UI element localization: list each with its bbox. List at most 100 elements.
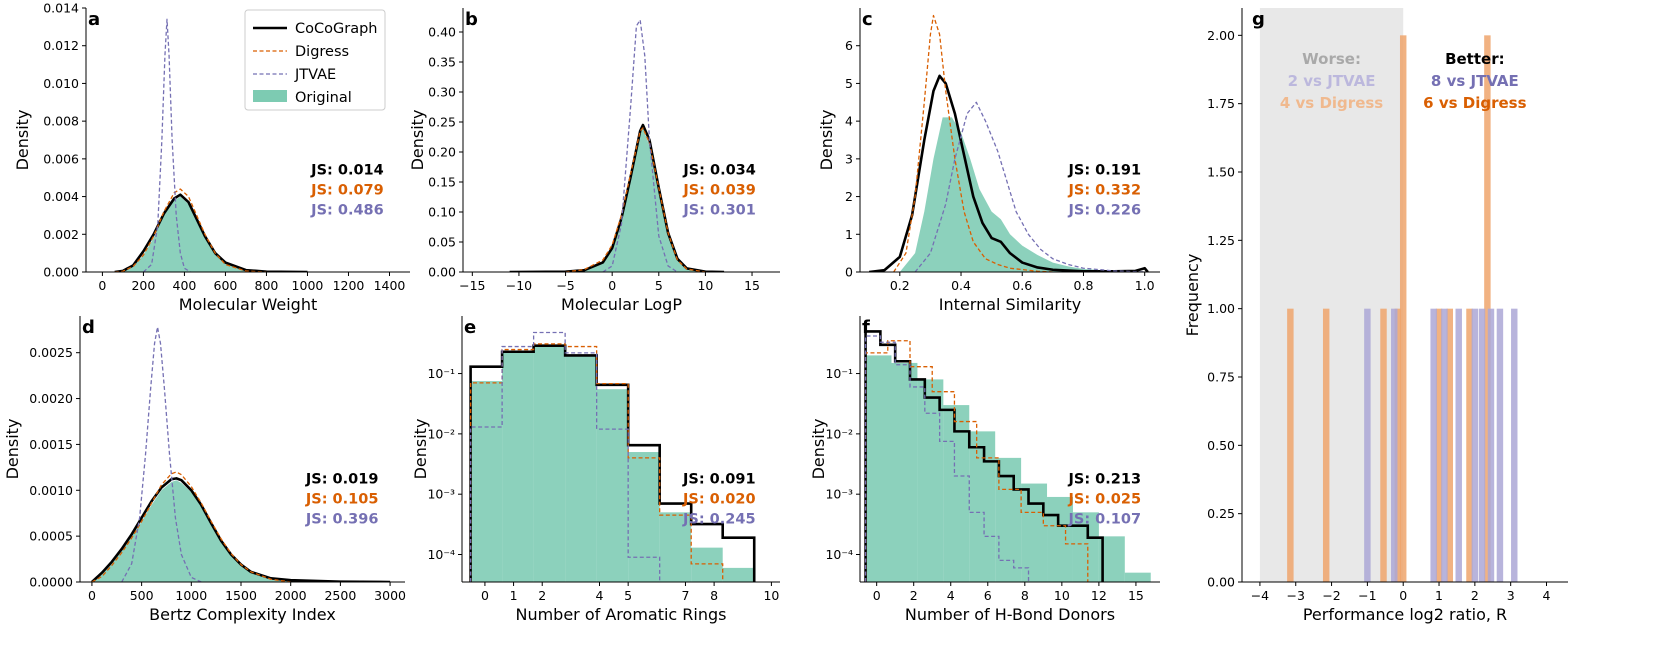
x-tick-label: 0	[481, 588, 489, 603]
bar-original	[1021, 483, 1048, 582]
bar-vs-digress	[1446, 308, 1454, 582]
y-tick-label: 0.008	[43, 114, 79, 129]
x-tick-label: 2500	[324, 588, 356, 603]
x-axis-label: Number of Aromatic Rings	[515, 605, 726, 624]
js-score: JS: 0.213	[1068, 472, 1142, 488]
bar-original	[691, 547, 723, 582]
y-tick-label: 5	[845, 76, 853, 91]
y-tick-label: 0.0000	[29, 575, 73, 590]
js-score: JS: 0.226	[1068, 202, 1142, 218]
y-tick-label: 0.25	[1207, 506, 1235, 521]
x-tick-label: 600	[214, 278, 238, 293]
series-original	[565, 128, 706, 272]
bar-original	[1124, 572, 1151, 582]
x-axis-label: Molecular LogP	[561, 295, 682, 314]
x-tick-label: 1500	[225, 588, 257, 603]
x-tick-label: 5	[624, 588, 632, 603]
js-score: JS: 0.301	[682, 202, 756, 218]
y-axis-label: Density	[411, 419, 430, 480]
worse-digress: 4 vs Digress	[1280, 94, 1383, 112]
plot-area	[864, 330, 1151, 582]
y-tick-label: 0.20	[428, 145, 456, 160]
x-axis-label: Performance log2 ratio, R	[1303, 605, 1507, 624]
legend-label: CoCoGraph	[295, 21, 377, 37]
y-tick-label: 10⁻²	[427, 426, 455, 441]
y-tick-label: 1	[845, 227, 853, 242]
y-tick-label: 0	[845, 265, 853, 280]
series-original	[899, 117, 1145, 272]
bar-vs-jtvae	[1478, 308, 1486, 582]
x-tick-label: 8	[1021, 588, 1029, 603]
y-tick-label: 0.014	[43, 1, 79, 16]
bar-vs-jtvae	[1496, 308, 1504, 582]
y-tick-label: 0.00	[428, 265, 456, 280]
panel-d: 0 500 1000 1500 2000 2500 3000 0.0000 0.0005 0.00…	[3, 316, 406, 624]
x-tick-label: −2	[1322, 588, 1340, 603]
series-digress	[893, 14, 1053, 272]
series-original	[114, 196, 287, 272]
series-cocograph	[864, 330, 1104, 582]
panel-b: −15 −10 −5 0 5 10 15 0.00 0.05 0.10 0.15 0.20 0.25 0.…	[408, 8, 780, 314]
x-tick-label: 1	[510, 588, 518, 603]
panel-c: 0.2 0.4 0.6 0.8 1.0 0 1 2 3 4 5 6 Internal Similarit…	[817, 8, 1160, 314]
js-score: JS: 0.079	[310, 182, 384, 198]
y-axis-label: Frequency	[1183, 254, 1202, 337]
bar-original	[659, 512, 692, 582]
y-tick-label: 0.00	[1207, 575, 1235, 590]
bar-original	[1072, 512, 1099, 582]
panel-e: 0 1 2 4 5 7 8 10 10⁻¹ 10⁻² 10⁻³ 10⁻⁴ Number of Aroma…	[411, 316, 780, 624]
x-tick-label: 10	[763, 588, 779, 603]
y-axis-label: Density	[13, 110, 32, 171]
legend-box	[244, 9, 386, 111]
x-axis-label: Molecular Weight	[179, 295, 317, 314]
bar-vs-jtvae	[1430, 308, 1437, 582]
series-jtvae	[469, 331, 661, 582]
y-tick-label: 0.006	[43, 151, 79, 166]
bar-original	[1047, 496, 1073, 582]
y-tick-label: 6	[845, 38, 853, 53]
js-score: JS: 0.332	[1068, 182, 1142, 198]
x-tick-label: 0.4	[951, 278, 971, 293]
x-tick-label: −15	[459, 278, 485, 293]
plot-area	[114, 18, 308, 272]
x-tick-label: 3000	[374, 588, 406, 603]
y-tick-label: 0.002	[43, 227, 79, 242]
panel-label: a	[88, 9, 100, 30]
series-jtvae	[914, 101, 1145, 272]
x-tick-label: 12	[1091, 588, 1107, 603]
js-score: JS: 0.025	[1068, 492, 1142, 508]
x-axis-label: Internal Similarity	[939, 295, 1081, 314]
y-tick-label: 10⁻¹	[825, 366, 853, 381]
series-cocograph	[91, 477, 391, 582]
bar-vs-jtvae	[1511, 308, 1518, 582]
y-tick-label: 10⁻³	[825, 487, 853, 502]
x-tick-label: 0	[608, 278, 616, 293]
y-axis-label: Density	[408, 110, 427, 171]
worse-title: Worse:	[1302, 50, 1361, 68]
x-tick-label: 200	[131, 278, 155, 293]
plot-area	[1287, 35, 1518, 582]
y-tick-label: 3	[845, 151, 853, 166]
x-tick-label: 2	[910, 588, 918, 603]
bar-original	[565, 355, 597, 582]
x-tick-label: 3	[1507, 588, 1515, 603]
plot-area	[869, 14, 1149, 272]
y-tick-label: 0.0010	[29, 483, 73, 498]
panel-f: 0 2 4 6 8 10 12 15 10⁻¹ 10⁻² 10⁻³ 10⁻⁴ Number of H-B…	[809, 316, 1160, 624]
x-tick-label: 4	[596, 588, 604, 603]
bar-original	[470, 381, 503, 582]
bar-vs-digress	[1435, 308, 1443, 582]
x-tick-label: −5	[556, 278, 574, 293]
x-tick-label: 0	[1399, 588, 1407, 603]
x-tick-label: 0	[873, 588, 881, 603]
y-tick-label: 0.004	[43, 189, 79, 204]
x-tick-label: 7	[681, 588, 689, 603]
series-jtvae	[864, 335, 1030, 582]
series-cocograph	[869, 74, 1149, 272]
x-tick-label: 6	[984, 588, 992, 603]
panel-label: c	[862, 9, 873, 30]
plot-area	[509, 19, 725, 272]
y-axis-label: Density	[809, 419, 828, 480]
x-tick-label: 10	[1054, 588, 1070, 603]
